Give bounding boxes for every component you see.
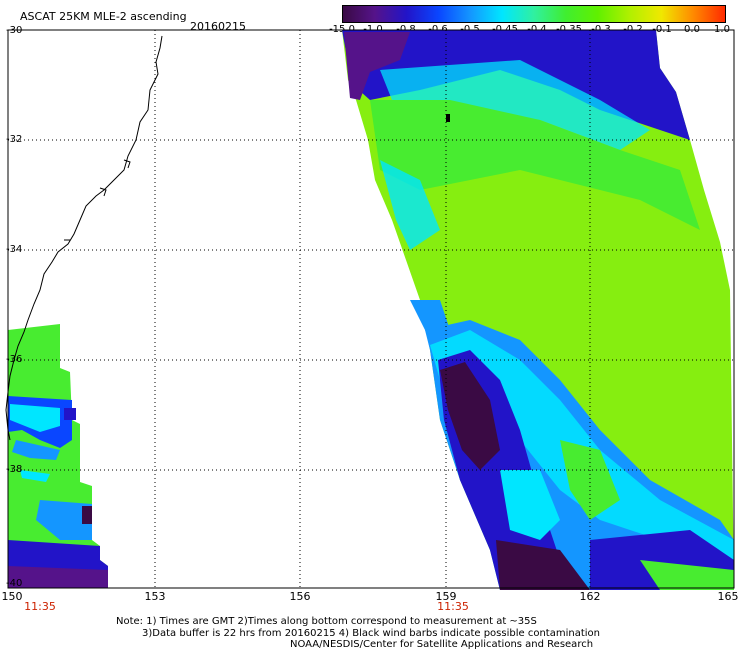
coastline-inlet (64, 159, 131, 241)
lat-label: -32 (6, 134, 23, 145)
lon-label: 165 (717, 590, 739, 603)
note-line-1: Note: 1) Times are GMT 2)Times along bot… (116, 616, 537, 627)
colorbar (342, 5, 726, 23)
time-label: 11:35 (437, 600, 469, 613)
lon-label: 150 (1, 590, 23, 603)
note-line-2: 3)Data buffer is 22 hrs from 20160215 4)… (142, 628, 600, 639)
lon-label: 153 (144, 590, 166, 603)
time-label: 11:35 (24, 600, 56, 613)
lat-label: -30 (6, 25, 23, 36)
coastline (5, 35, 163, 441)
lon-label: 159 (435, 590, 457, 603)
lon-label: 156 (289, 590, 311, 603)
plot-frame (7, 29, 735, 589)
lat-label: -34 (6, 244, 23, 255)
lon-label: 162 (579, 590, 601, 603)
east-swath (342, 30, 734, 590)
lat-label: -36 (6, 354, 23, 365)
map-title: ASCAT 25KM MLE-2 ascending (20, 10, 187, 23)
grid (8, 30, 734, 588)
west-swath (8, 324, 108, 588)
lat-label: -40 (6, 578, 23, 589)
note-line-3: NOAA/NESDIS/Center for Satellite Applica… (290, 639, 594, 650)
lat-label: -38 (6, 464, 23, 475)
